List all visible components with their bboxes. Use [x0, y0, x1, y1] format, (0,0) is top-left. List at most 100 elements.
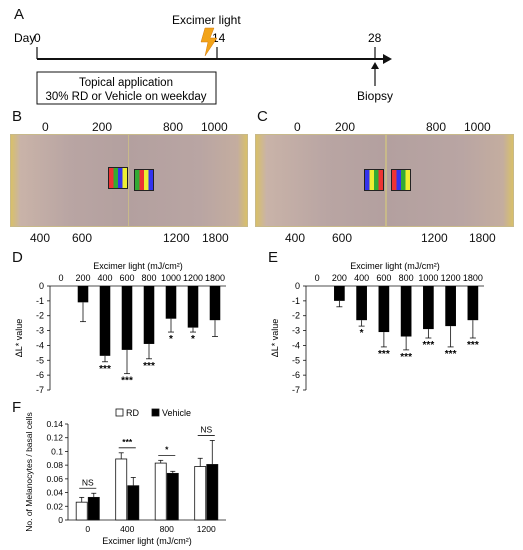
chart-d-ytick-label: -5: [36, 355, 44, 365]
skin-photo-b-left: [10, 134, 129, 227]
chart-e-category-label: 1000: [418, 273, 438, 283]
dose-label-c-1200: 1200: [421, 231, 448, 245]
chart-f-bar: [194, 466, 207, 521]
chart-d-significance: ***: [121, 376, 133, 387]
chart-d-bar: [143, 286, 155, 344]
chart-f-ytick-label: 0.02: [46, 501, 63, 511]
day-end-label: 28: [368, 31, 382, 45]
chart-f-ytick-label: 0.1: [51, 446, 63, 456]
chart-f-bar: [87, 496, 100, 521]
chart-d-ytick-label: -2: [36, 311, 44, 321]
chart-e-bar: [445, 286, 456, 327]
skin-photo-c-left: [255, 134, 386, 227]
application-line1: Topical application: [79, 77, 173, 89]
application-line2: 30% RD or Vehicle on weekday: [45, 91, 206, 103]
dose-label-b-1000: 1000: [201, 120, 228, 134]
chart-e-significance: ***: [378, 349, 390, 360]
chart-d-bar: [165, 286, 177, 319]
dose-label-c-1000: 1000: [464, 120, 491, 134]
color-checker-b-left: [108, 167, 128, 189]
chart-f-ytick-label: 0.12: [46, 433, 63, 443]
chart-f-significance: *: [165, 444, 169, 454]
dose-label-b-800: 800: [163, 120, 184, 134]
chart-f-xlabel: Excimer light (mJ/cm²): [102, 536, 192, 546]
chart-e-bar: [467, 286, 479, 321]
chart-d-category-label: 200: [75, 273, 90, 283]
chart-d-significance: ***: [99, 364, 111, 375]
chart-f-bar: [115, 458, 128, 521]
dose-label-b-0: 0: [42, 120, 49, 134]
chart-f-legend-label: RD: [126, 408, 139, 418]
day-start-label: 0: [34, 31, 41, 45]
chart-d-bar: [121, 286, 133, 350]
panel-letter-a: A: [14, 6, 25, 23]
chart-f-ytick-label: 0.08: [46, 460, 63, 470]
chart-d-category-label: 800: [141, 273, 156, 283]
chart-d-title: Excimer light (mJ/cm²): [93, 261, 183, 271]
chart-f-significance: ***: [122, 437, 133, 447]
chart-e-ytick-label: -5: [292, 355, 300, 365]
dose-label-c-1800: 1800: [469, 231, 496, 245]
chart-f-significance: NS: [200, 424, 212, 434]
chart-e-category-label: 400: [354, 273, 369, 283]
chart-e-category-label: 800: [399, 273, 414, 283]
chart-e-bar: [356, 286, 367, 321]
chart-d-bar: [209, 286, 221, 321]
application-box: [36, 71, 217, 105]
chart-d-significance: *: [191, 334, 195, 345]
skin-photo-b-right: [128, 134, 248, 227]
chart-f-legend-swatch: [115, 408, 124, 417]
chart-e-title: Excimer light (mJ/cm²): [350, 261, 440, 271]
chart-d-category-label: 400: [97, 273, 112, 283]
chart-e-category-label: 0: [315, 273, 320, 283]
chart-d-ylabel: ΔL* value: [14, 319, 24, 358]
chart-e-bar: [378, 286, 390, 333]
timeline-diagram: Day 0 14 28 Excimer light Topical applic…: [14, 13, 393, 105]
chart-d-category-label: 0: [58, 273, 63, 283]
chart-e-ylabel: ΔL* value: [270, 319, 280, 358]
chart-e-ytick-label: -6: [292, 370, 300, 380]
chart-f-legend-swatch: [151, 408, 160, 417]
dose-label-b-400: 400: [30, 231, 51, 245]
chart-f-category-label: 400: [120, 524, 134, 534]
panel-letter-e: E: [268, 249, 279, 266]
dose-label-b-600: 600: [72, 231, 93, 245]
chart-f-ylabel: No. of Melanocytes / basal cells: [24, 412, 34, 532]
dose-label-c-600: 600: [332, 231, 353, 245]
chart-e-bar: [400, 286, 412, 337]
chart-f-category-label: 1200: [197, 524, 216, 534]
chart-e-significance: ***: [400, 352, 412, 363]
chart-f-bar: [75, 501, 88, 521]
chart-d-bar: [187, 286, 199, 328]
chart-e-category-label: 600: [376, 273, 391, 283]
chart-f-bar: [166, 472, 179, 521]
chart-e-ytick-label: -3: [292, 326, 300, 336]
day-mid-label: 14: [212, 31, 226, 45]
chart-f-category-label: 800: [160, 524, 174, 534]
chart-e-ytick-label: -7: [292, 385, 300, 395]
chart-e-significance: ***: [445, 349, 457, 360]
chart-f-significance: NS: [82, 477, 94, 487]
chart-d-ytick-label: -7: [36, 385, 44, 395]
chart-e-significance: ***: [423, 340, 435, 351]
dose-label-c-0: 0: [294, 120, 301, 134]
dose-label-c-800: 800: [426, 120, 447, 134]
dose-label-b-200: 200: [92, 120, 113, 134]
chart-e-ytick-label: -4: [292, 340, 300, 350]
chart-f-ytick-label: 0.06: [46, 474, 63, 484]
skin-photo-c-right: [386, 134, 514, 227]
chart-d-ytick-label: -6: [36, 370, 44, 380]
chart-f-category-label: 0: [85, 524, 90, 534]
chart-e-category-label: 200: [332, 273, 347, 283]
chart-f-legend-label: Vehicle: [162, 408, 191, 418]
chart-d-bar: [99, 286, 111, 356]
excimer-light-label: Excimer light: [172, 13, 241, 27]
day-label: Day: [14, 31, 35, 45]
color-checker-c-right: [391, 169, 411, 191]
dose-label-c-200: 200: [335, 120, 356, 134]
color-checker-b-right: [134, 169, 154, 191]
chart-f-ytick-label: 0.14: [46, 419, 63, 429]
chart-d-category-label: 1000: [161, 273, 181, 283]
